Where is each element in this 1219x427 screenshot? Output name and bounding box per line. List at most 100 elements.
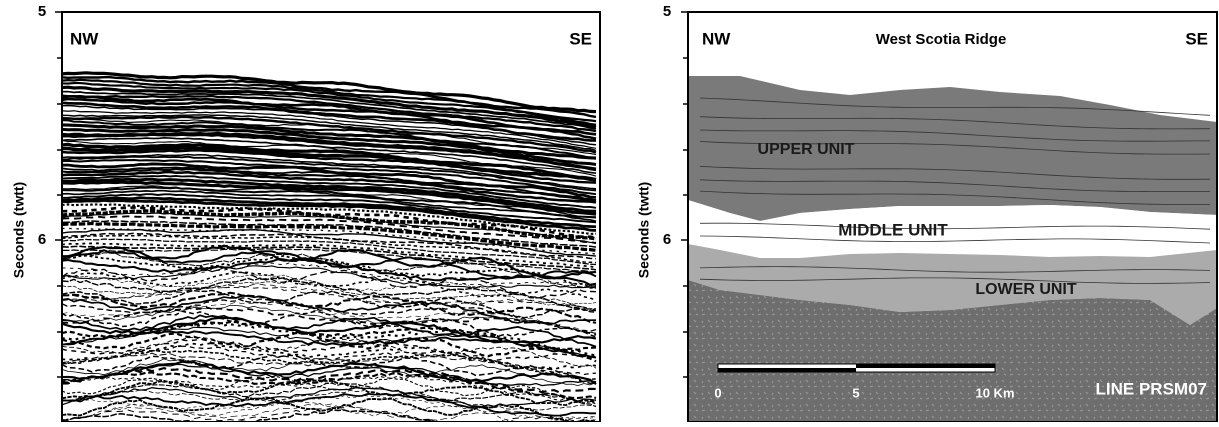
reflector	[62, 352, 597, 383]
reflector	[62, 291, 597, 324]
lower-unit	[688, 244, 1217, 325]
reflector	[62, 142, 597, 182]
reflector	[62, 245, 597, 271]
direction-label: SE	[569, 29, 592, 48]
reflector	[62, 75, 597, 119]
direction-label: SE	[1185, 29, 1208, 48]
left-panel: 5 6 Seconds (twtt) NW SE	[11, 3, 601, 423]
reflector	[62, 249, 597, 280]
reflector	[62, 242, 597, 269]
reflector	[62, 280, 596, 309]
basement	[688, 280, 1217, 422]
reflector	[62, 276, 597, 312]
reflector	[62, 238, 597, 266]
reflector-line	[699, 97, 1211, 116]
reflector	[62, 330, 597, 359]
y-ticks	[681, 11, 688, 378]
reflector	[62, 97, 597, 140]
reflector-line	[699, 179, 1211, 192]
reflector	[62, 186, 597, 219]
reflector	[62, 159, 597, 196]
reflector-line	[699, 141, 1211, 155]
scale-label: 0	[714, 385, 721, 400]
reflector	[62, 252, 597, 288]
reflector	[62, 336, 597, 369]
reflector	[62, 146, 597, 182]
reflector	[62, 304, 597, 335]
reflector	[62, 215, 597, 245]
reflector-line	[699, 266, 1211, 273]
reflector	[62, 127, 597, 166]
reflector-line	[699, 222, 1211, 230]
reflector	[62, 254, 597, 289]
reflector	[62, 199, 597, 232]
scale-bar-segment	[856, 364, 995, 368]
reflector	[62, 162, 597, 199]
direction-label: NW	[70, 29, 99, 48]
y-axis-label: Seconds (twtt)	[636, 182, 652, 278]
reflector	[62, 358, 597, 387]
reflector	[62, 382, 597, 408]
reflector	[62, 82, 597, 126]
reflector	[62, 189, 597, 223]
reflector	[62, 155, 597, 192]
reflector	[62, 265, 597, 289]
reflector	[62, 133, 597, 172]
reflector	[62, 371, 597, 400]
unit-label: MIDDLE UNIT	[838, 220, 948, 239]
reflector	[62, 321, 597, 357]
reflector-line	[699, 190, 1210, 205]
reflector	[62, 297, 597, 332]
scale-label: 5	[852, 385, 859, 400]
reflectors	[699, 97, 1211, 284]
reflector	[62, 376, 597, 405]
reflector	[62, 71, 597, 114]
reflector	[62, 177, 597, 213]
reflector	[62, 90, 597, 130]
reflector	[62, 306, 597, 336]
panel-title: West Scotia Ridge	[876, 31, 1007, 48]
reflector	[62, 174, 597, 209]
reflector	[62, 257, 597, 286]
reflector	[62, 203, 597, 235]
scale-bar-segment	[718, 368, 856, 372]
reflector	[62, 301, 597, 334]
label-bg	[66, 28, 114, 52]
reflector	[62, 149, 597, 184]
reflector	[62, 85, 597, 129]
reflector	[62, 338, 597, 362]
reflector	[62, 349, 597, 381]
reflector	[62, 180, 597, 216]
reflector	[62, 244, 597, 279]
reflector	[62, 166, 597, 201]
reflector	[62, 193, 597, 224]
reflector	[62, 289, 597, 319]
unit-label: LOWER UNIT	[975, 281, 1077, 298]
reflector	[62, 185, 597, 219]
reflector-line	[699, 129, 1210, 142]
reflector	[62, 375, 597, 403]
reflector-line	[699, 116, 1211, 130]
reflector	[62, 136, 597, 175]
reflector	[62, 221, 597, 252]
y-ticks	[55, 11, 62, 378]
reflector	[62, 167, 597, 202]
seismic-section	[62, 71, 597, 422]
reflector-line	[699, 165, 1211, 180]
reflector	[62, 285, 597, 310]
scale-label: 10 Km	[975, 385, 1014, 400]
reflector	[62, 387, 597, 411]
reflector	[62, 110, 597, 149]
reflector	[62, 409, 437, 422]
direction-label: NW	[702, 29, 731, 48]
reflector	[62, 378, 597, 407]
y-axis-label: Seconds (twtt)	[11, 182, 27, 278]
line-name: LINE PRSM07	[1096, 379, 1207, 398]
label-bg	[548, 28, 596, 52]
upper-unit	[688, 76, 1217, 221]
reflector-line	[699, 235, 1211, 244]
reflector	[62, 212, 597, 244]
reflector	[62, 227, 597, 255]
reflector	[62, 104, 597, 146]
reflector	[62, 266, 597, 298]
